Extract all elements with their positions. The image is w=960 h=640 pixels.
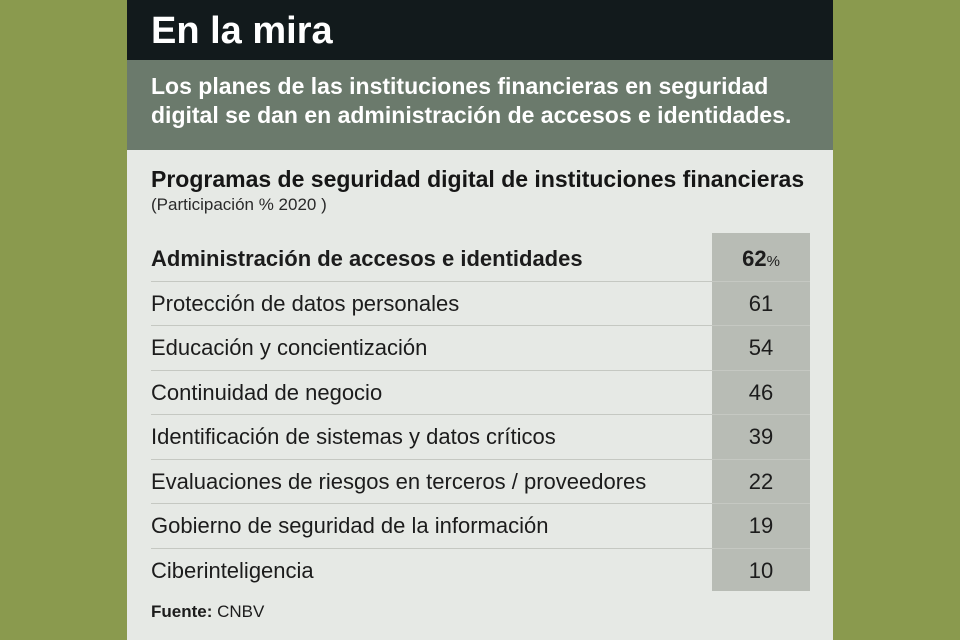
row-value-number: 46 (748, 379, 774, 405)
table-title: Programas de seguridad digital de instit… (151, 166, 805, 192)
row-label: Evaluaciones de riesgos en terceros / pr… (151, 468, 647, 494)
row-value-number: 39 (748, 424, 774, 449)
row-label: Ciberinteligencia (151, 557, 314, 583)
row-value-unit: % (766, 253, 780, 270)
infographic-card: En la mira Los planes de las institucion… (127, 0, 833, 640)
row-label: Administración de accesos e identidades (151, 246, 583, 271)
row-value-number: 62 (742, 246, 767, 271)
value-column-background (712, 233, 810, 591)
row-value-number: 54 (748, 335, 774, 360)
table-row: Gobierno de seguridad de la información 1… (151, 504, 810, 549)
row-value-number: 10 (748, 557, 774, 583)
row-label: Protección de datos personales (151, 290, 460, 316)
row-value: 61 (712, 290, 810, 318)
data-table: Administración de accesos e identidades 6… (151, 237, 810, 593)
source-value: CNBV (217, 602, 265, 621)
row-value: 19 (712, 512, 810, 540)
deck-text: Los planes de las instituciones financie… (151, 73, 792, 128)
row-value: 54 (712, 334, 810, 362)
source-line: Fuente: CNBV (151, 601, 264, 623)
row-label: Continuidad de negocio (151, 379, 383, 405)
row-value: 39 (712, 423, 810, 451)
row-value-number: 61 (748, 290, 774, 316)
row-value-number: 22 (748, 468, 774, 494)
headline: En la mira (151, 10, 333, 52)
table-row: Educación y concientización 54 (151, 326, 810, 371)
row-label: Educación y concientización (151, 335, 428, 360)
row-value-number: 19 (748, 513, 774, 538)
table-row: Continuidad de negocio 46 (151, 371, 810, 415)
row-label: Identificación de sistemas y datos críti… (151, 424, 556, 449)
table-row: Ciberinteligencia 10 (151, 549, 810, 594)
row-value: 10 (712, 557, 810, 585)
table-row: Identificación de sistemas y datos críti… (151, 415, 810, 460)
row-value: 46 (712, 379, 810, 407)
source-label: Fuente: (151, 602, 213, 621)
row-value: 62% (712, 245, 810, 276)
header-bar: En la mira (127, 0, 833, 60)
deck-bar: Los planes de las instituciones financie… (127, 60, 833, 150)
row-label: Gobierno de seguridad de la información (151, 513, 549, 538)
table-row: Administración de accesos e identidades 6… (151, 237, 810, 282)
table-row: Protección de datos personales 61 (151, 282, 810, 326)
table-row: Evaluaciones de riesgos en terceros / pr… (151, 460, 810, 504)
table-subtitle: (Participación % 2020 ) (151, 195, 327, 214)
row-value: 22 (712, 468, 810, 496)
